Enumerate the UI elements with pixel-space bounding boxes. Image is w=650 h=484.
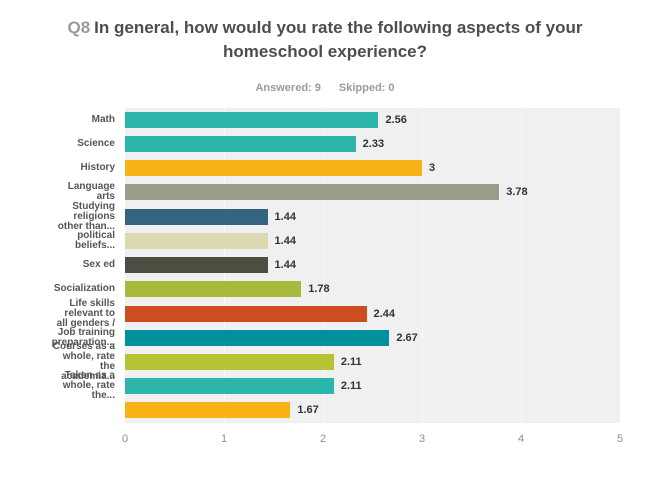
bar-row: 3.78 (125, 180, 620, 204)
skipped-count: Skipped: 0 (338, 81, 395, 94)
category-label: Science (77, 137, 115, 149)
category-label: Studying religions other than... (57, 200, 115, 232)
x-tick-label: 3 (418, 432, 426, 445)
page-title: Q8 In general, how would you rate the fol… (28, 0, 622, 64)
value-label: 1.67 (297, 404, 319, 417)
bar-row: 2.67 (125, 326, 620, 350)
category-label: Life skills relevant to all genders / (56, 297, 115, 329)
bar (125, 354, 334, 370)
category-label: Job training preparation... (51, 326, 115, 348)
bar-row: 2.44 (125, 301, 620, 325)
category-label: Socialization (53, 283, 115, 295)
bar-row: 1.78 (125, 277, 620, 301)
answered-count: Answered: 9 (255, 81, 321, 94)
category-label: political beliefs... (74, 229, 115, 251)
category-label: Sex ed (82, 259, 115, 271)
value-label: 3 (429, 162, 436, 175)
bar (125, 329, 390, 346)
x-tick-label: 5 (616, 432, 624, 445)
value-label: 1.44 (274, 210, 296, 223)
bar (125, 184, 500, 201)
gridline (323, 107, 324, 423)
value-label: 2.11 (340, 380, 362, 393)
bar-chart: Math Science History Language arts Studying re… (0, 107, 650, 468)
gridline (521, 107, 522, 423)
bar (125, 281, 302, 298)
question-number: Q8 (67, 18, 91, 37)
bar (125, 160, 422, 177)
bar-row: 2.11 (125, 350, 620, 374)
value-label: 2.44 (373, 307, 395, 320)
bar (125, 305, 367, 322)
category-label: History (80, 162, 115, 174)
x-tick-label: 4 (517, 432, 525, 445)
category-labels: Math Science History Language arts Studying re… (0, 108, 120, 423)
bar-row: 1.44 (125, 205, 620, 229)
value-label: 2.67 (396, 331, 418, 344)
bar-row: 2.11 (125, 374, 620, 398)
value-label: 1.44 (274, 234, 296, 247)
value-label: 1.78 (308, 283, 330, 296)
question-text: In general, how would you rate the follo… (94, 18, 583, 61)
plot-area: 2.56 2.33 3 3.78 1.44 1.44 1.44 1.78 2.44 2.67 2.1… (125, 107, 620, 423)
bar (125, 135, 356, 152)
gridline (422, 107, 423, 423)
category-label: Math (91, 113, 115, 125)
value-label: 2.11 (340, 356, 362, 368)
bar (125, 111, 379, 128)
x-tick-label: 0 (121, 432, 129, 445)
bar-row: 2.33 (125, 132, 620, 156)
bar (125, 257, 268, 274)
x-tick-label: 1 (220, 432, 228, 445)
bar-row: 3 (125, 156, 620, 180)
bar-row: 1.44 (125, 229, 620, 253)
value-label: 3.78 (506, 186, 528, 199)
value-label: 2.33 (362, 137, 385, 150)
value-label: 1.44 (274, 259, 296, 272)
category-label: Courses as a whole, rate the academia... (52, 341, 115, 383)
bar-row: 2.56 (125, 108, 620, 132)
x-axis: 0 1 2 3 4 5 (121, 429, 624, 449)
bar (125, 402, 291, 419)
bar (125, 378, 334, 395)
x-tick-label: 2 (319, 432, 327, 445)
value-label: 2.56 (385, 113, 407, 126)
bar (125, 208, 268, 225)
response-stats: Answered: 9 Skipped: 0 (0, 82, 650, 94)
bar-row: 1.67 (125, 398, 620, 422)
bar-row: 1.44 (125, 253, 620, 277)
category-label: Taken as a whole, rate the... (62, 370, 115, 402)
bar (125, 232, 268, 249)
category-label: Language arts (67, 181, 115, 203)
